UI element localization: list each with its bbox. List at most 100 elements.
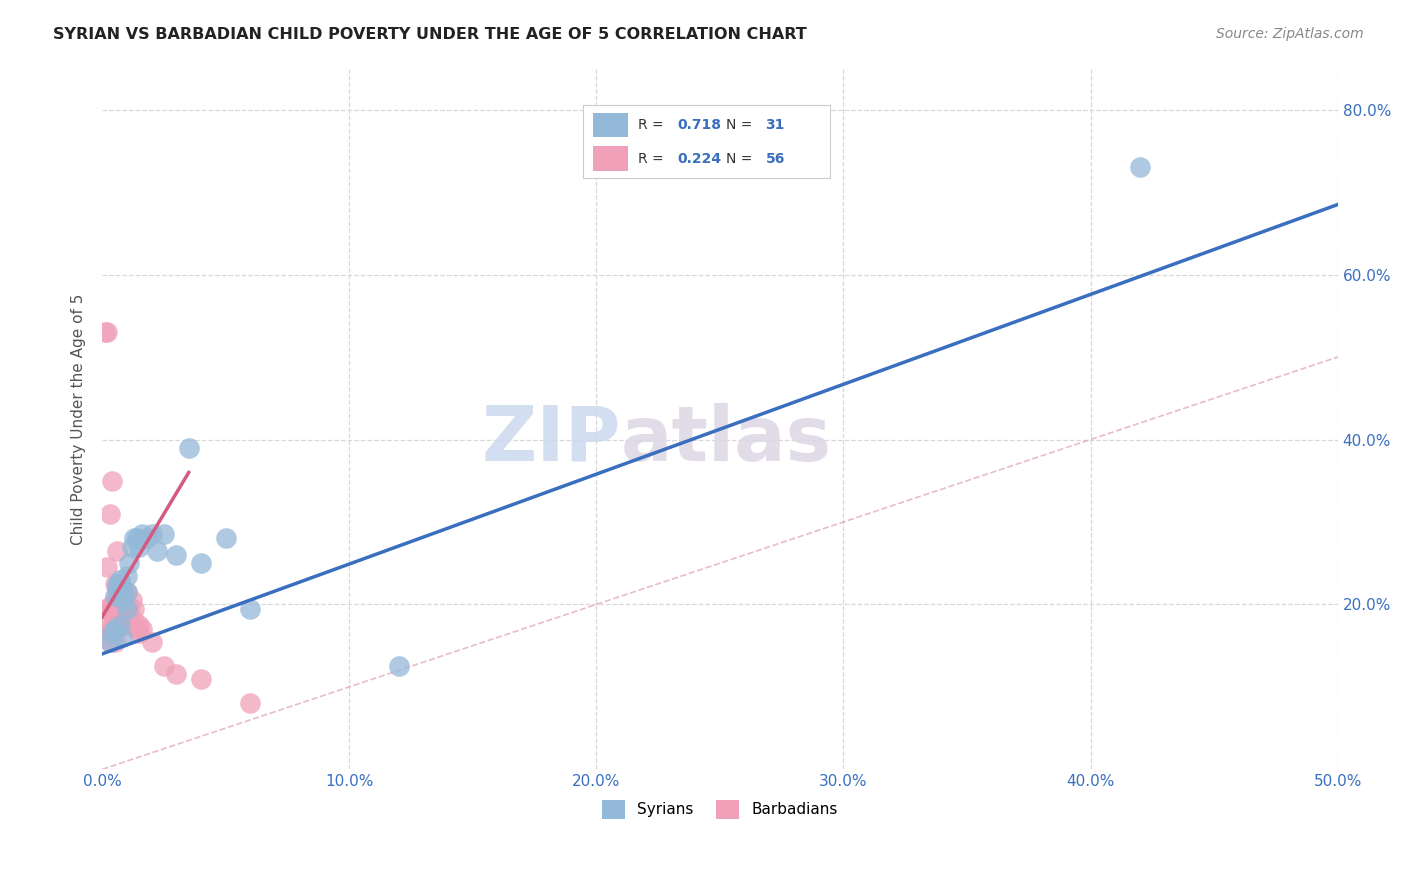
Point [93, 601, 115, 615]
Point [103, 626, 125, 640]
Point [96, 614, 118, 628]
Point [131, 622, 153, 636]
Point [111, 581, 134, 595]
Point [98, 601, 121, 615]
Point [115, 618, 138, 632]
Point [128, 626, 150, 640]
Point [103, 606, 125, 620]
Text: N =: N = [725, 118, 756, 132]
Point [111, 618, 134, 632]
Point [96, 560, 118, 574]
Point [239, 601, 262, 615]
Text: SYRIAN VS BARBADIAN CHILD POVERTY UNDER THE AGE OF 5 CORRELATION CHART: SYRIAN VS BARBADIAN CHILD POVERTY UNDER … [53, 27, 807, 42]
Point [118, 601, 141, 615]
Point [103, 634, 125, 648]
Point [114, 601, 136, 615]
Point [108, 585, 131, 599]
Point [141, 527, 163, 541]
Point [145, 544, 167, 558]
Point [98, 626, 121, 640]
Point [125, 532, 148, 546]
Point [108, 618, 131, 632]
Text: 0.718: 0.718 [678, 118, 721, 132]
Point [128, 618, 150, 632]
Text: atlas: atlas [621, 403, 832, 477]
Point [115, 609, 138, 624]
Point [215, 532, 238, 546]
Point [177, 441, 200, 455]
Point [105, 589, 128, 603]
Point [108, 573, 131, 587]
Point [135, 532, 157, 546]
Point [388, 659, 411, 673]
Point [103, 589, 125, 603]
Point [108, 618, 131, 632]
Text: 31: 31 [765, 118, 785, 132]
Point [239, 697, 262, 711]
Point [93, 326, 115, 340]
Y-axis label: Child Poverty Under the Age of 5: Child Poverty Under the Age of 5 [72, 293, 86, 545]
Point [190, 556, 212, 570]
Text: R =: R = [638, 118, 668, 132]
Point [105, 581, 128, 595]
Point [115, 598, 138, 612]
Point [98, 507, 121, 521]
Text: ZIP: ZIP [482, 403, 621, 477]
Text: 56: 56 [765, 152, 785, 166]
Point [101, 474, 124, 488]
Point [111, 581, 134, 595]
Point [115, 601, 138, 615]
Point [111, 598, 134, 612]
Point [98, 634, 121, 648]
Point [98, 634, 121, 648]
Point [121, 593, 143, 607]
Point [141, 634, 163, 648]
Point [115, 568, 138, 582]
Point [1129, 161, 1152, 175]
Point [101, 606, 124, 620]
Point [101, 626, 124, 640]
Text: N =: N = [725, 152, 756, 166]
Point [114, 589, 136, 603]
Text: 0.224: 0.224 [678, 152, 721, 166]
Point [190, 672, 212, 686]
Point [111, 609, 134, 624]
Point [96, 626, 118, 640]
Point [131, 527, 153, 541]
Point [121, 540, 143, 554]
FancyBboxPatch shape [593, 112, 627, 137]
Point [128, 540, 150, 554]
Text: R =: R = [638, 152, 668, 166]
Point [124, 601, 146, 615]
Point [105, 576, 128, 591]
Point [101, 618, 124, 632]
Point [121, 618, 143, 632]
Point [153, 527, 176, 541]
Text: Source: ZipAtlas.com: Source: ZipAtlas.com [1216, 27, 1364, 41]
Point [98, 601, 121, 615]
Point [111, 631, 134, 645]
Point [153, 659, 176, 673]
Point [96, 326, 118, 340]
Legend: Syrians, Barbadians: Syrians, Barbadians [596, 794, 844, 825]
Point [118, 614, 141, 628]
FancyBboxPatch shape [593, 146, 627, 171]
Point [105, 618, 128, 632]
Point [124, 614, 146, 628]
Point [125, 622, 148, 636]
Point [105, 544, 128, 558]
Point [114, 614, 136, 628]
Point [115, 585, 138, 599]
Point [108, 609, 131, 624]
Point [103, 622, 125, 636]
Point [118, 556, 141, 570]
Point [103, 622, 125, 636]
Point [115, 585, 138, 599]
Point [114, 593, 136, 607]
Point [101, 598, 124, 612]
Point [103, 598, 125, 612]
Point [105, 598, 128, 612]
Point [103, 576, 125, 591]
Point [124, 532, 146, 546]
Point [105, 614, 128, 628]
